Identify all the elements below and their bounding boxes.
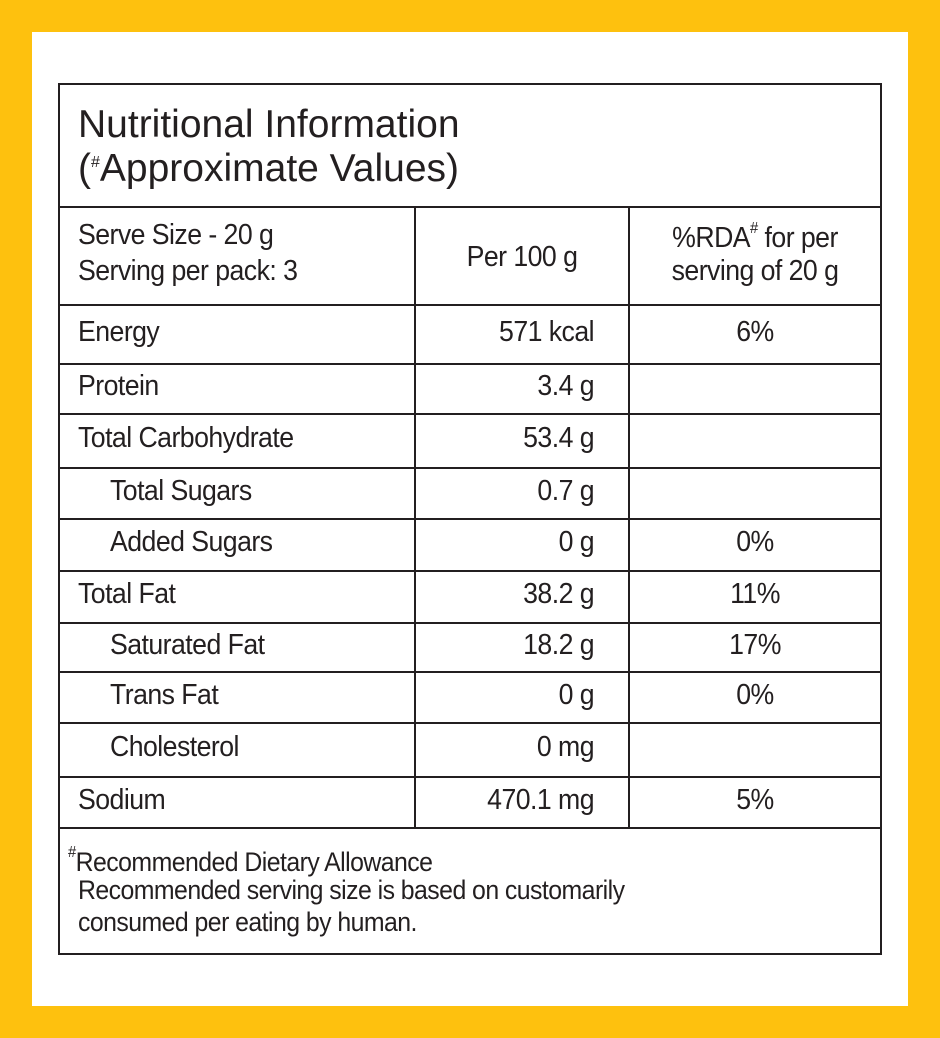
- per-100g: 53.4 g: [523, 422, 594, 454]
- rda: 0%: [736, 526, 774, 558]
- col-header: serving of 20 g: [671, 255, 839, 287]
- hash-mark: #: [91, 154, 100, 171]
- rda: 6%: [736, 315, 774, 348]
- nutrient: Energy: [78, 315, 160, 348]
- rda: 5%: [736, 783, 774, 816]
- per-100g: 0 mg: [536, 731, 595, 763]
- nutrition-table: Nutritional Information (#Approximate Va…: [58, 83, 882, 955]
- footnote-text: Recommended Dietary Allowance: [75, 847, 433, 877]
- rule: [60, 671, 880, 673]
- rule: [60, 722, 880, 724]
- per-100g: 38.2 g: [523, 578, 594, 610]
- rule: [60, 776, 880, 778]
- nutrient: Total Fat: [78, 578, 176, 610]
- footnote: Recommended serving size is based on cus…: [78, 875, 625, 905]
- nutrient: Total Sugars: [110, 474, 252, 507]
- rule: [60, 363, 880, 365]
- hash-mark: #: [68, 844, 76, 861]
- rule: [60, 304, 880, 306]
- column-rule: [628, 206, 630, 827]
- rda: %RDA: [672, 222, 751, 254]
- rule: [60, 206, 880, 208]
- per-100g: 0 g: [558, 678, 595, 711]
- col-header: Per 100 g: [466, 241, 578, 273]
- rule: [60, 467, 880, 469]
- subtitle: (#Approximate Values): [78, 149, 459, 188]
- rda: 0%: [736, 678, 774, 711]
- rda: 17%: [729, 628, 781, 661]
- rule: [60, 622, 880, 624]
- footnote: consumed per eating by human.: [78, 907, 417, 937]
- rule: [60, 518, 880, 520]
- nutrient: Added Sugars: [110, 526, 273, 558]
- nutrient: Saturated Fat: [110, 628, 265, 661]
- rule: [60, 413, 880, 415]
- rda: 11%: [730, 578, 780, 610]
- nutrient: Trans Fat: [110, 678, 219, 711]
- rda-text: for per: [757, 222, 839, 254]
- nutrient: Sodium: [78, 783, 166, 816]
- per-100g: 0 g: [558, 526, 595, 558]
- nutrient: Total Carbohydrate: [78, 422, 294, 454]
- subtitle-text: Approximate Values): [99, 147, 460, 190]
- hash-mark: #: [750, 220, 758, 237]
- per-100g: 18.2 g: [523, 628, 594, 661]
- per-100g: 571 kcal: [499, 315, 595, 348]
- nutrient: Protein: [78, 370, 159, 402]
- column-rule: [414, 206, 416, 827]
- nutrient: Cholesterol: [110, 731, 239, 763]
- col-header: %RDA# for per: [640, 221, 870, 253]
- servings: Serving per pack: 3: [78, 255, 298, 287]
- per-100g: 0.7 g: [537, 474, 594, 507]
- rule: [60, 570, 880, 572]
- footnote: #Recommended Dietary Allowance: [68, 844, 433, 877]
- per-100g: 470.1 mg: [487, 783, 594, 816]
- title: Nutritional Information: [78, 103, 460, 146]
- paren: (: [78, 147, 91, 190]
- rule: [60, 827, 880, 829]
- per-100g: 3.4 g: [537, 370, 594, 402]
- serve-size: Serve Size - 20 g: [78, 219, 274, 251]
